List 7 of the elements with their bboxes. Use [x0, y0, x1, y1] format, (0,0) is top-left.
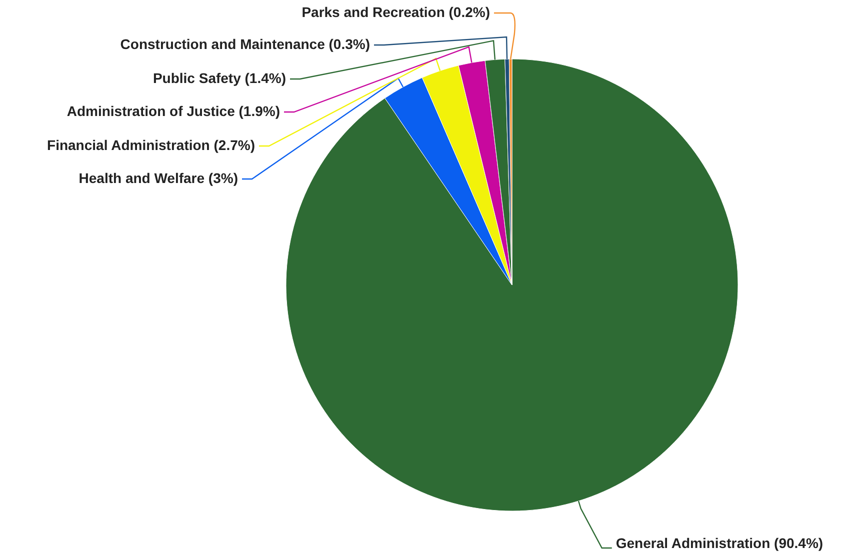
- slice-label: General Administration (90.4%): [616, 535, 824, 551]
- slice-label: Health and Welfare (3%): [78, 170, 238, 186]
- slice-label: Parks and Recreation (0.2%): [302, 4, 490, 20]
- slice-label: Public Safety (1.4%): [152, 70, 286, 86]
- slice-label: Construction and Maintenance (0.3%): [120, 36, 370, 52]
- slice-label: Administration of Justice (1.9%): [66, 103, 280, 119]
- slice-label: Financial Administration (2.7%): [47, 137, 255, 153]
